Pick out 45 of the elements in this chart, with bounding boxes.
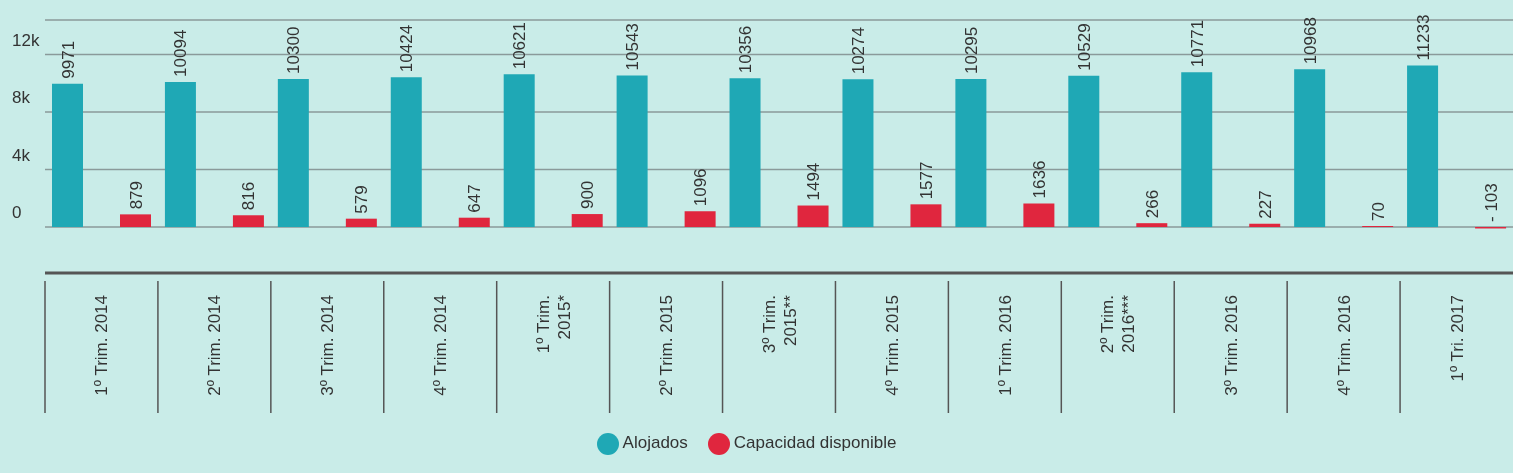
data-label: 647 [465,184,485,213]
data-label: 1636 [1029,160,1049,199]
data-label: 10621 [510,22,530,70]
x-tick-label: 3º Trim. 2015** [759,294,800,354]
data-label: 10094 [171,29,191,77]
data-label: 579 [352,185,372,214]
data-label: 900 [578,180,598,210]
data-label: 1096 [691,168,711,207]
legend-label: Alojados [622,433,688,452]
data-label: 266 [1142,189,1162,219]
data-label: 9971 [58,40,78,79]
y-tick-label: 12k [12,30,40,50]
x-tick-label: 1º Trim. 2014 [92,295,112,396]
data-label: 10968 [1300,17,1320,65]
x-tick-label: 2º Trim. 2014 [205,295,225,396]
x-tick-label: 4º Trim. 2016 [1334,295,1354,396]
x-tick-label: 1º Tri. 2017 [1447,295,1467,382]
data-label: 10274 [848,27,868,75]
data-label: 227 [1255,190,1275,219]
data-label: 10424 [397,24,417,73]
x-tick-label: 2º Trim. 2015 [657,295,677,396]
legend-label: Capacidad disponible [733,433,897,452]
x-tick-label: 4º Trim. 2015 [882,295,902,396]
data-label: 70 [1368,202,1388,221]
y-tick-label: 0 [12,203,22,222]
x-tick-label: 1º Trim. 2016 [995,295,1015,396]
y-tick-label: 8k [12,88,31,107]
data-label: - 103 [1481,183,1501,222]
data-label: 879 [126,180,146,210]
data-label: 10529 [1074,23,1094,71]
x-tick-label: 1º Trim. 2015* [533,294,574,354]
data-label: 10295 [961,26,981,75]
data-label: 11233 [1413,14,1433,61]
data-label: 10543 [623,23,643,71]
x-tick-label: 2º Trim. 2016*** [1098,294,1139,354]
data-label: 10356 [736,25,756,74]
x-tick-label: 3º Trim. 2016 [1221,295,1241,396]
x-tick-label: 3º Trim. 2014 [318,295,338,396]
y-tick-label: 4k [12,145,31,165]
data-label: 1577 [916,161,936,200]
data-label: 1494 [804,162,824,201]
data-label: 816 [239,181,259,211]
data-label: 10300 [284,26,304,74]
data-label: 10771 [1187,19,1207,68]
x-tick-label: 4º Trim. 2014 [431,295,451,396]
